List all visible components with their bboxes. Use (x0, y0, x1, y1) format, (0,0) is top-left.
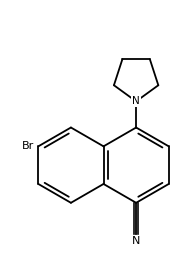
Text: N: N (132, 96, 140, 106)
Text: Br: Br (22, 141, 34, 151)
Text: N: N (132, 236, 140, 246)
